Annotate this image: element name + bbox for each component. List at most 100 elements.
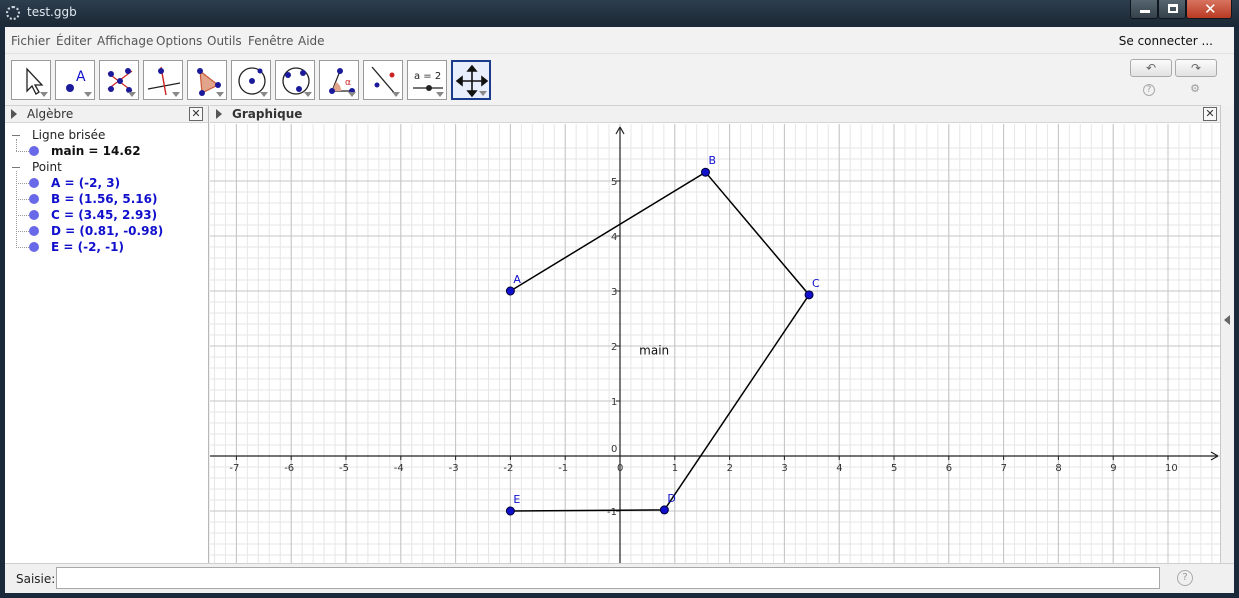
polyline-main[interactable]: [510, 171, 810, 512]
algebra-item-point-b[interactable]: B = (1.56, 5.16): [51, 192, 158, 206]
x-tick-label: -3: [449, 463, 459, 474]
slider-tool-icon: a = 2: [413, 71, 443, 91]
intersect-tool-button[interactable]: [99, 60, 139, 100]
menu-aide[interactable]: Aide: [298, 34, 325, 48]
point-label-e: E: [513, 493, 520, 506]
close-algebra-view-button[interactable]: ✕: [189, 107, 203, 121]
settings-gear-icon[interactable]: ⚙: [1190, 82, 1200, 95]
tree-connector: [16, 171, 17, 248]
sign-in-link[interactable]: Se connecter ...: [1118, 34, 1213, 48]
point-label-d: D: [667, 492, 675, 505]
y-tick-label: 2: [611, 342, 617, 353]
x-tick-label: -5: [339, 463, 349, 474]
reflect-tool-button[interactable]: [363, 60, 403, 100]
point-label-a: A: [513, 273, 521, 286]
undo-icon: ↶: [1145, 61, 1157, 75]
expand-triangle-icon[interactable]: [11, 109, 17, 119]
undo-button[interactable]: ↶: [1130, 59, 1172, 77]
maximize-button[interactable]: [1158, 0, 1186, 19]
move-tool-button[interactable]: [11, 60, 51, 100]
tree-connector: [16, 151, 29, 152]
y-tick-label: 0: [611, 444, 617, 455]
point-tool-button[interactable]: A: [55, 60, 95, 100]
menu-fichier[interactable]: Fichier: [11, 34, 51, 48]
y-tick-label: 1: [611, 397, 617, 408]
circle-tool-button[interactable]: [231, 60, 271, 100]
point-b[interactable]: [700, 167, 710, 177]
move-tool-icon: [26, 67, 44, 95]
collapse-group-icon[interactable]: [12, 135, 20, 136]
move-graphics-view-tool-button[interactable]: [451, 60, 491, 100]
algebra-view-title: Algèbre: [27, 107, 74, 121]
angle-tool-icon: α: [329, 68, 355, 94]
minimize-icon: [1140, 10, 1150, 13]
graphics-canvas[interactable]: -7 -6 -5 -4 -3 -2 -1 0 1 2 3 4 5 6 7 8 9 10 -1 0 1 2 3 4 5 main A B…: [210, 124, 1220, 564]
point-d[interactable]: [659, 505, 669, 515]
maximize-icon: [1168, 4, 1178, 13]
menu-editer[interactable]: Éditer: [56, 34, 92, 48]
tree-connector: [16, 231, 29, 232]
toolbar: A α a = 2 ↶ ↷ ? ⚙: [5, 53, 1234, 105]
polygon-tool-icon: [197, 68, 221, 96]
minimize-button[interactable]: [1130, 0, 1158, 19]
tree-connector: [16, 215, 29, 216]
algebra-item-point-d[interactable]: D = (0.81, -0.98): [51, 224, 164, 238]
circle-three-points-tool-icon: [282, 67, 310, 95]
menu-fenetre[interactable]: Fenêtre: [248, 34, 294, 48]
slider-tool-button[interactable]: a = 2: [407, 60, 447, 100]
menu-affichage[interactable]: Affichage: [97, 34, 154, 48]
x-tick-label: 0: [617, 463, 623, 474]
y-axis-arrow: [615, 126, 625, 135]
circle-three-points-tool-button[interactable]: [275, 60, 315, 100]
visibility-toggle-dot[interactable]: [29, 226, 39, 236]
perpendicular-line-tool-button[interactable]: [143, 60, 183, 100]
x-tick-label: -6: [284, 463, 294, 474]
point-a[interactable]: [505, 286, 515, 296]
y-tick-label: 5: [611, 177, 617, 188]
x-tick-label: 7: [1001, 463, 1007, 474]
algebra-item-main[interactable]: main = 14.62: [51, 144, 141, 158]
angle-tool-label: α: [345, 78, 351, 88]
x-tick-label: 6: [946, 463, 952, 474]
algebra-item-point-c[interactable]: C = (3.45, 2.93): [51, 208, 158, 222]
input-field[interactable]: [56, 567, 1160, 589]
intersect-tool-icon: [107, 68, 133, 93]
menu-bar: Fichier Éditer Affichage Options Outils …: [5, 27, 1234, 53]
polyline-label-main: main: [639, 343, 669, 357]
x-tick-label: 3: [781, 463, 787, 474]
visibility-toggle-dot[interactable]: [29, 194, 39, 204]
angle-tool-button[interactable]: α: [319, 60, 359, 100]
menu-options[interactable]: Options: [156, 34, 203, 48]
help-icon[interactable]: ?: [1143, 84, 1155, 96]
polygon-tool-button[interactable]: [187, 60, 227, 100]
input-bar: Saisie: ?: [5, 563, 1234, 593]
x-tick-label: 10: [1165, 463, 1178, 474]
visibility-toggle-dot[interactable]: [29, 242, 39, 252]
menu-outils[interactable]: Outils: [207, 34, 242, 48]
x-tick-label: 8: [1055, 463, 1061, 474]
point-c[interactable]: [804, 290, 814, 300]
redo-button[interactable]: ↷: [1175, 59, 1217, 77]
right-panel-toggle[interactable]: [1220, 105, 1234, 563]
x-tick-label: 2: [727, 463, 733, 474]
algebra-item-point-a[interactable]: A = (-2, 3): [51, 176, 121, 190]
algebra-view-header: Algèbre ✕: [5, 106, 208, 123]
point-tool-label: A: [76, 69, 86, 85]
visibility-toggle-dot[interactable]: [29, 146, 39, 156]
algebra-item-point-e[interactable]: E = (-2, -1): [51, 240, 124, 254]
visibility-toggle-dot[interactable]: [29, 178, 39, 188]
graphics-view-title: Graphique: [232, 107, 303, 121]
algebra-view: Algèbre ✕ Ligne brisée main = 14.62 Poin…: [5, 105, 209, 563]
input-help-icon[interactable]: ?: [1177, 570, 1193, 586]
coordinate-plane[interactable]: -7 -6 -5 -4 -3 -2 -1 0 1 2 3 4 5 6 7 8 9 10 -1 0 1 2 3 4 5 main A B…: [210, 124, 1220, 564]
reflect-tool-icon: [371, 66, 397, 96]
point-e[interactable]: [505, 506, 515, 516]
collapse-group-icon[interactable]: [12, 167, 20, 168]
expand-triangle-icon[interactable]: [216, 109, 222, 119]
expand-left-arrow-icon: [1224, 315, 1230, 325]
close-window-button[interactable]: ✕: [1186, 0, 1232, 19]
close-graphics-view-button[interactable]: ✕: [1203, 107, 1217, 121]
y-tick-label: 3: [611, 287, 617, 298]
tree-connector: [16, 139, 17, 151]
visibility-toggle-dot[interactable]: [29, 210, 39, 220]
